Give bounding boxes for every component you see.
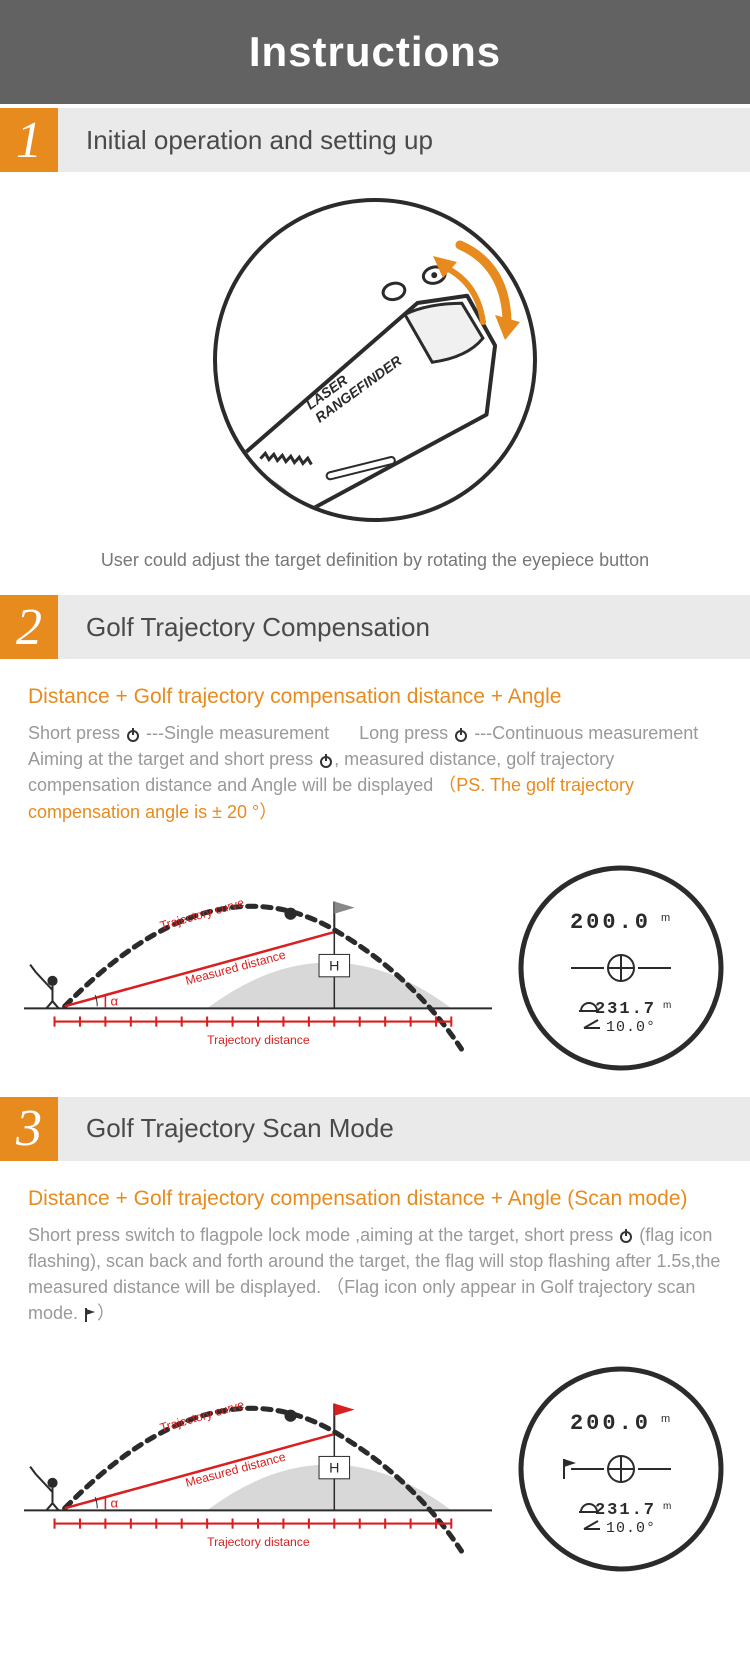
trajectory-diagram-3: H Trajectory curve Measured distance α T…	[24, 1373, 492, 1566]
section-2-desc: Short press ---Single measurement Long p…	[28, 720, 722, 824]
section-2-subhead: Distance + Golf trajectory compensation …	[28, 683, 722, 710]
section-number-2: 2	[0, 595, 58, 659]
section-3-subhead: Distance + Golf trajectory compensation …	[28, 1185, 722, 1212]
scope-display-2: 200.0 m 231.7 m 10.0°	[516, 863, 726, 1073]
svg-text:m: m	[663, 1501, 671, 1512]
svg-text:10.0°: 10.0°	[606, 1019, 656, 1036]
s2-text-d: Aiming at the target and short press	[28, 749, 318, 769]
section-number-1: 1	[0, 108, 58, 172]
svg-text:200.0: 200.0	[570, 1411, 651, 1436]
section-2-content: Distance + Golf trajectory compensation …	[0, 659, 750, 835]
section-title-3: Golf Trajectory Scan Mode	[58, 1097, 750, 1161]
flag-icon	[83, 1307, 97, 1323]
s2-text-b: ---Single measurement Long press	[141, 723, 453, 743]
section-bar-2: 2 Golf Trajectory Compensation	[0, 595, 750, 659]
svg-text:m: m	[661, 912, 670, 924]
scope-display-3: 200.0 m 231.7 m 10.0°	[516, 1364, 726, 1574]
flag-icon	[334, 1403, 354, 1415]
svg-text:Trajectory curve: Trajectory curve	[158, 1397, 246, 1434]
svg-text:m: m	[663, 1000, 671, 1011]
flag-icon	[334, 902, 354, 914]
rangefinder-illustration: LASER RANGEFINDER	[205, 190, 545, 530]
section-title-2: Golf Trajectory Compensation	[58, 595, 750, 659]
svg-text:Trajectory distance: Trajectory distance	[207, 1033, 310, 1047]
power-icon	[125, 727, 141, 743]
svg-text:H: H	[329, 959, 339, 975]
page-header: Instructions	[0, 0, 750, 104]
svg-text:200.0: 200.0	[570, 910, 651, 935]
section-number-3: 3	[0, 1097, 58, 1161]
svg-text:Trajectory distance: Trajectory distance	[207, 1535, 310, 1549]
section-bar-1: 1 Initial operation and setting up	[0, 108, 750, 172]
page-title: Instructions	[249, 28, 501, 75]
s2-text-a: Short press	[28, 723, 125, 743]
svg-text:α: α	[110, 1495, 118, 1510]
power-icon	[618, 1228, 634, 1244]
section-2-diagrams: H Trajectory curve Measured distance α T…	[0, 835, 750, 1093]
svg-text:H: H	[329, 1460, 339, 1476]
svg-text:Trajectory curve: Trajectory curve	[158, 895, 246, 932]
svg-text:m: m	[661, 1413, 670, 1425]
section-3-content: Distance + Golf trajectory compensation …	[0, 1161, 750, 1337]
svg-text:231.7: 231.7	[595, 1501, 656, 1520]
svg-text:α: α	[110, 993, 118, 1008]
section-1-caption: User could adjust the target definition …	[0, 550, 750, 571]
svg-text:10.0°: 10.0°	[606, 1520, 656, 1537]
device-diagram: LASER RANGEFINDER	[0, 172, 750, 536]
section-3-diagrams: H Trajectory curve Measured distance α T…	[0, 1336, 750, 1594]
power-icon	[318, 753, 334, 769]
s3-text-c: ）	[97, 1303, 115, 1323]
s3-text-a: Short press switch to flagpole lock mode…	[28, 1225, 618, 1245]
section-bar-3: 3 Golf Trajectory Scan Mode	[0, 1097, 750, 1161]
trajectory-diagram-2: H Trajectory curve Measured distance α T…	[24, 871, 492, 1064]
svg-text:231.7: 231.7	[595, 1000, 656, 1019]
section-3-desc: Short press switch to flagpole lock mode…	[28, 1222, 722, 1326]
section-title-1: Initial operation and setting up	[58, 108, 750, 172]
s2-text-c: ---Continuous measurement	[469, 723, 698, 743]
power-icon	[453, 727, 469, 743]
